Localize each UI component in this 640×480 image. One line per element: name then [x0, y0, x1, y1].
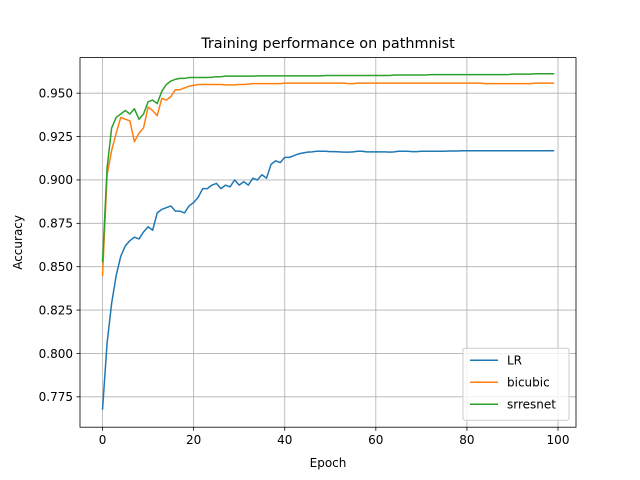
chart-title: Training performance on pathmnist — [200, 36, 455, 52]
x-tick-label: 40 — [277, 433, 292, 447]
x-tick-label: 20 — [186, 433, 201, 447]
x-axis-label: Epoch — [310, 456, 347, 470]
series-line-srresnet — [101, 72, 555, 263]
legend-label-LR: LR — [507, 354, 522, 368]
legend-label-srresnet: srresnet — [507, 398, 556, 412]
y-tick-label: 0.925 — [39, 130, 73, 144]
legend-box — [462, 347, 570, 421]
y-tick-label: 0.800 — [39, 347, 73, 361]
y-tick-label: 0.775 — [39, 390, 73, 404]
x-tick-label: 80 — [459, 433, 474, 447]
x-tick-label: 100 — [547, 433, 570, 447]
series-line-bicubic — [101, 82, 555, 277]
legend: LR bicubic srresnet — [462, 347, 570, 421]
plot-frame — [79, 57, 577, 428]
legend-label-bicubic: bicubic — [507, 376, 550, 390]
x-tick-label: 60 — [368, 433, 383, 447]
series-line-LR — [101, 150, 555, 410]
y-tick-label: 0.875 — [39, 217, 73, 231]
y-tick-label: 0.850 — [39, 260, 73, 274]
y-axis-label: Accuracy — [11, 215, 25, 270]
x-tick-label: 0 — [99, 433, 107, 447]
y-tick-label: 0.825 — [39, 303, 73, 317]
y-tick-label: 0.900 — [39, 173, 73, 187]
y-tick-label: 0.950 — [39, 86, 73, 100]
series-lines — [101, 72, 555, 410]
axis-ticks: 0 20 40 60 80 100 0.775 0.800 0.825 0.850 0.875 0.9… — [39, 86, 570, 447]
grid — [80, 57, 576, 428]
